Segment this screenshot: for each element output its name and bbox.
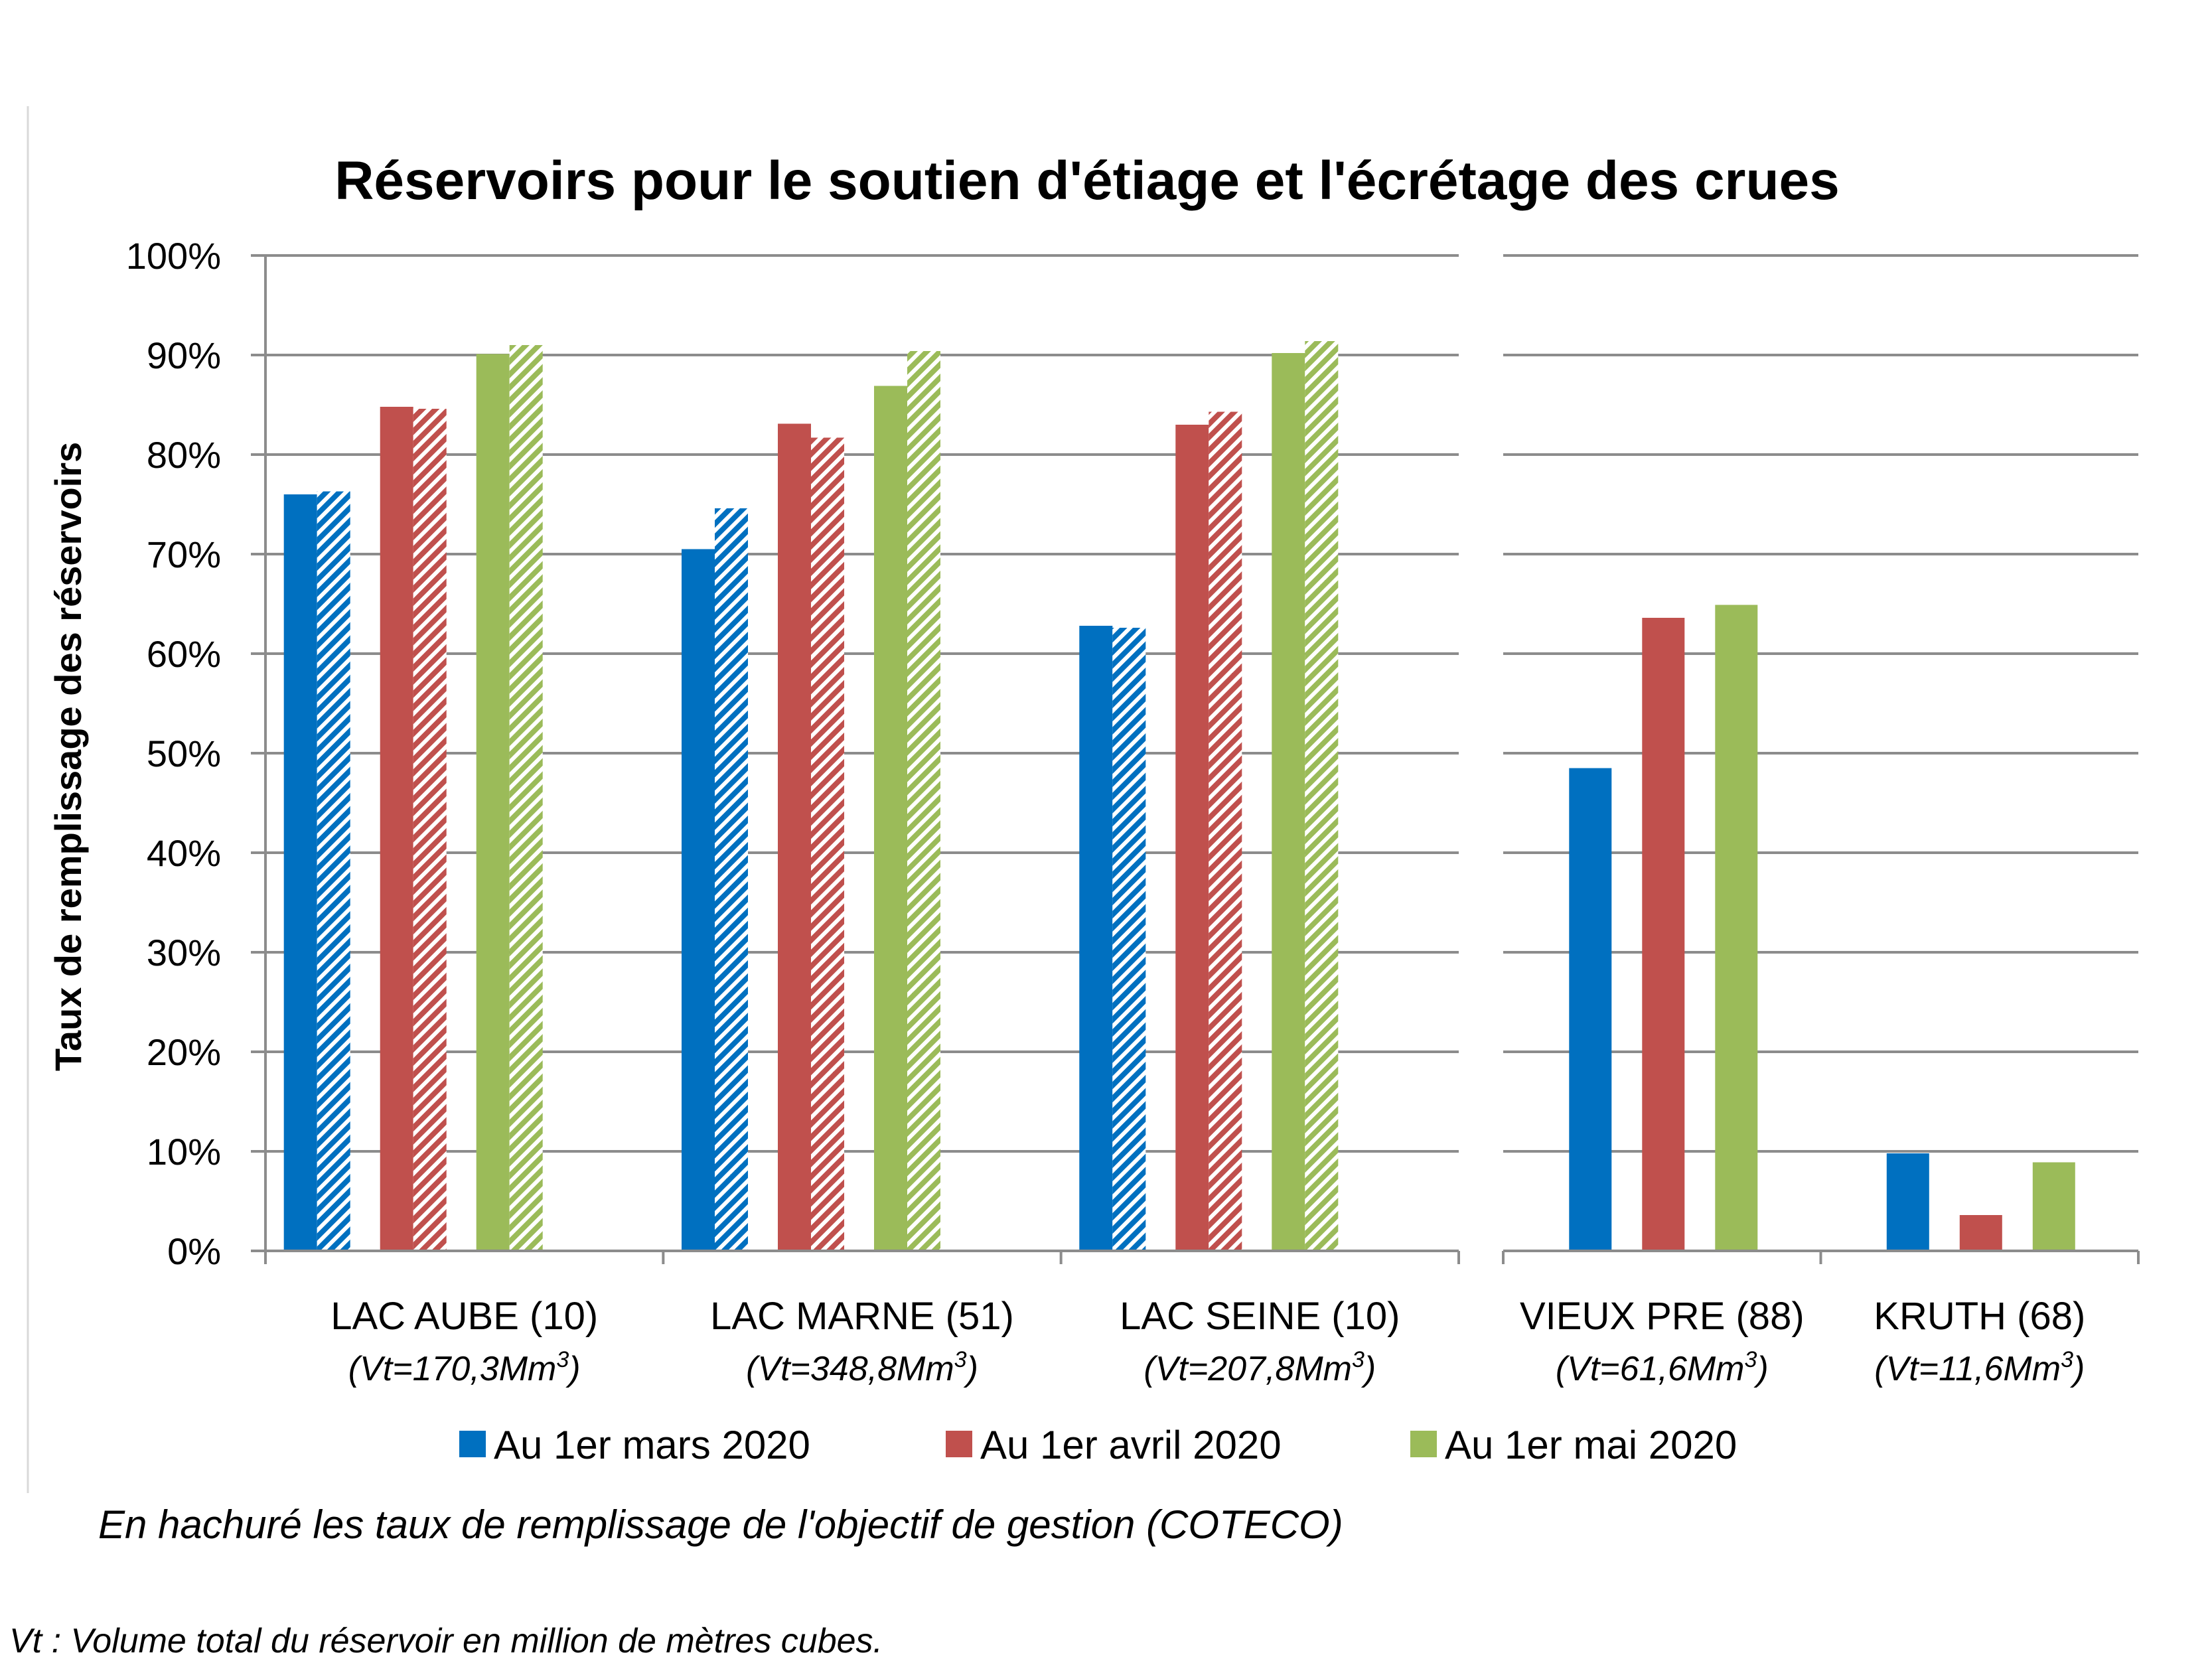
bar-objective-hatched	[1209, 411, 1242, 1251]
bar-actual	[1642, 618, 1685, 1251]
y-tick-label: 0%	[167, 1230, 221, 1272]
y-tick-label: 60%	[147, 633, 221, 675]
category-volume-label: (Vt=11,6Mm3)	[1874, 1347, 2085, 1388]
legend: Au 1er mars 2020 Au 1er avril 2020 Au 1er …	[459, 1423, 1737, 1467]
bar-objective-hatched	[715, 508, 748, 1251]
bar-actual	[682, 549, 715, 1251]
category-labels: LAC AUBE (10) (Vt=170,3Mm3) LAC MARNE (51)…	[331, 1295, 2085, 1388]
legend-swatch	[946, 1431, 972, 1457]
bar-objective-hatched	[1305, 341, 1339, 1251]
bar-objective-hatched	[1112, 628, 1146, 1251]
bar-objective-hatched	[413, 409, 447, 1251]
legend-label: Au 1er mars 2020	[494, 1423, 810, 1467]
y-tick-label: 90%	[147, 334, 221, 376]
bar-actual	[1272, 353, 1305, 1251]
x-axis	[264, 255, 2140, 1264]
category-label: LAC AUBE (10)	[331, 1295, 598, 1338]
bar-actual	[1886, 1153, 1929, 1251]
hatch-note: En hachuré les taux de remplissage de l'…	[98, 1502, 1343, 1547]
bar-actual	[1175, 425, 1209, 1251]
bar-actual	[1715, 605, 1758, 1251]
bar-objective-hatched	[811, 437, 844, 1251]
bar-actual	[1569, 768, 1612, 1251]
bar-objective-hatched	[509, 345, 543, 1251]
bar-actual	[1959, 1215, 2002, 1251]
y-axis-label: Taux de remplissage des réservoirs	[47, 442, 89, 1071]
category-volume-label: (Vt=207,8Mm3)	[1143, 1347, 1376, 1388]
bar-actual	[380, 407, 413, 1251]
bar-objective-hatched	[907, 351, 940, 1251]
legend-label: Au 1er avril 2020	[980, 1423, 1282, 1467]
volume-footnote: Vt : Volume total du réservoir en millio…	[9, 1622, 883, 1659]
legend-swatch	[459, 1431, 486, 1457]
y-tick-label: 100%	[126, 235, 221, 277]
y-tick-label: 30%	[147, 932, 221, 974]
bar-actual	[476, 354, 510, 1251]
bar-objective-hatched	[317, 491, 350, 1251]
y-tick-label: 20%	[147, 1031, 221, 1073]
category-volume-label: (Vt=170,3Mm3)	[348, 1347, 581, 1388]
bar-actual	[874, 386, 907, 1251]
bar-actual	[1079, 626, 1113, 1251]
category-label: LAC SEINE (10)	[1120, 1295, 1400, 1338]
y-tick-label: 50%	[147, 733, 221, 774]
chart-title: Réservoirs pour le soutien d'étiage et l…	[334, 151, 1840, 211]
bar-actual	[2032, 1162, 2075, 1251]
y-tick-label: 40%	[147, 832, 221, 874]
y-axis-ticks: 0% 10% 20% 30% 40% 50% 60% 70% 80% 90% 100%	[126, 235, 221, 1272]
category-label: KRUTH (68)	[1874, 1295, 2085, 1338]
legend-label: Au 1er mai 2020	[1445, 1423, 1737, 1467]
category-volume-label: (Vt=61,6Mm3)	[1556, 1347, 1769, 1388]
y-tick-label: 80%	[147, 434, 221, 476]
category-label: LAC MARNE (51)	[710, 1295, 1014, 1338]
legend-swatch	[1410, 1431, 1437, 1457]
bar-actual	[778, 423, 811, 1251]
category-label: VIEUX PRE (88)	[1520, 1295, 1805, 1338]
y-tick-label: 70%	[147, 534, 221, 575]
bars	[283, 341, 2075, 1251]
category-volume-label: (Vt=348,8Mm3)	[746, 1347, 978, 1388]
bar-actual	[283, 494, 317, 1251]
y-tick-label: 10%	[147, 1131, 221, 1173]
